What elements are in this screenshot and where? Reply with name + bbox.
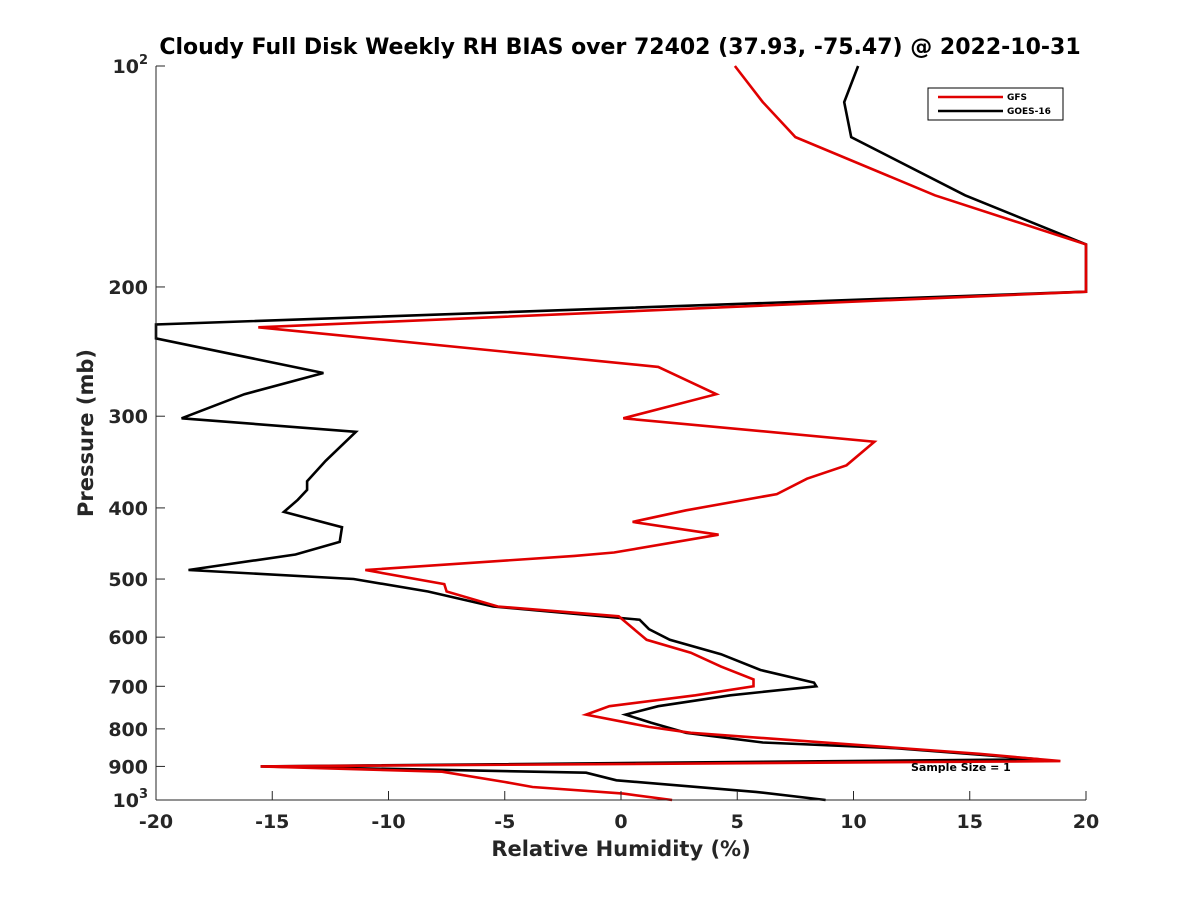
x-tick-label: 10 bbox=[840, 811, 866, 833]
x-tick-label: 5 bbox=[731, 811, 744, 833]
y-tick-label: 600 bbox=[108, 627, 148, 649]
y-tick-label: 300 bbox=[108, 406, 148, 428]
y-ticks: 102 200 300 400 500 600 700 800 900 103 bbox=[108, 53, 165, 812]
x-ticks: -20 -15 -10 -5 0 5 10 15 20 bbox=[139, 791, 1099, 833]
plot-background bbox=[156, 66, 1086, 800]
x-tick-label: -5 bbox=[494, 811, 515, 833]
legend-label-goes16: GOES-16 bbox=[1007, 107, 1051, 117]
legend: GFS GOES-16 bbox=[927, 87, 1064, 121]
y-axis-label: Pressure (mb) bbox=[74, 349, 98, 517]
x-tick-label: -20 bbox=[139, 811, 173, 833]
y-tick-label: 400 bbox=[108, 498, 148, 520]
y-tick-label: 200 bbox=[108, 277, 148, 299]
y-tick-label: 900 bbox=[108, 756, 148, 778]
x-tick-label: 20 bbox=[1073, 811, 1099, 833]
y-tick-label: 800 bbox=[108, 719, 148, 741]
x-tick-label: -15 bbox=[255, 811, 289, 833]
series-line-goes16 bbox=[154, 65, 1088, 802]
series-line-gfs bbox=[258, 65, 1088, 802]
x-tick-label: -10 bbox=[371, 811, 405, 833]
sample-size-annotation: Sample Size = 1 bbox=[911, 761, 1011, 774]
x-axis-label: Relative Humidity (%) bbox=[491, 837, 750, 861]
y-tick-label: 102 bbox=[113, 53, 149, 78]
x-tick-label: 15 bbox=[957, 811, 983, 833]
legend-box bbox=[927, 87, 1064, 121]
series-layer bbox=[154, 65, 1088, 802]
x-tick-label: 0 bbox=[614, 811, 627, 833]
y-tick-label: 700 bbox=[108, 676, 148, 698]
y-tick-label: 103 bbox=[113, 787, 149, 812]
y-tick-label: 500 bbox=[108, 569, 148, 591]
chart-title: Cloudy Full Disk Weekly RH BIAS over 724… bbox=[159, 35, 1080, 60]
legend-label-gfs: GFS bbox=[1007, 93, 1027, 103]
plot-area bbox=[156, 66, 1086, 800]
